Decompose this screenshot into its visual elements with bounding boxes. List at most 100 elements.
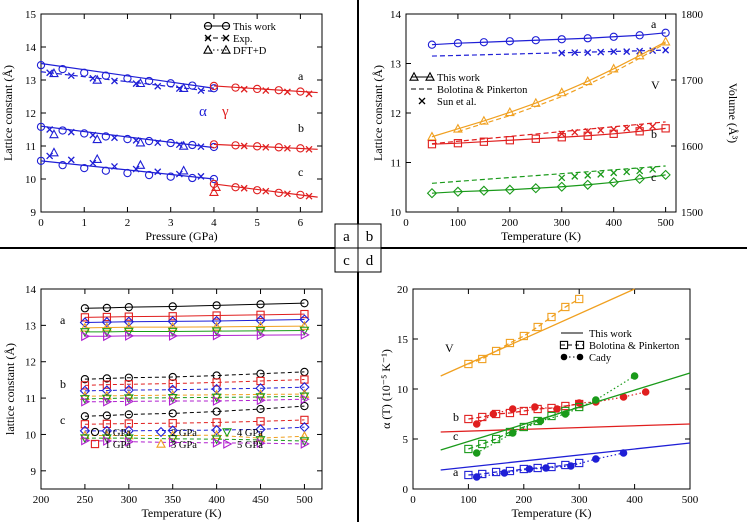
y-axis-label: lattice constant (Å): [3, 343, 17, 435]
series-line: [431, 32, 666, 46]
data-point-circle: [58, 126, 67, 135]
data-point-x: [240, 142, 248, 150]
data-point-x: [283, 88, 291, 96]
data-point-square: [300, 309, 309, 319]
x-tick-label: 200: [516, 494, 533, 506]
data-point-circle: [557, 35, 566, 44]
data-point-triangle: [556, 87, 567, 97]
data-point-x: [46, 126, 54, 133]
data-point-square: [505, 136, 514, 145]
data-point-square: [547, 411, 556, 421]
data-point-circle: [212, 301, 221, 310]
series-line: [431, 121, 666, 145]
data-point-circle: [124, 373, 133, 382]
data-point-x: [175, 85, 183, 93]
legend-marker: [203, 21, 213, 31]
data-point-tri_right: [125, 436, 135, 447]
data-point-triangle: [49, 129, 59, 139]
data-point-circle: [36, 156, 46, 165]
data-point-square: [491, 346, 501, 356]
plot-frame: [40, 13, 323, 213]
data-point-square: [464, 414, 473, 424]
data-point-square: [478, 439, 487, 449]
legend-marker: [203, 44, 213, 54]
x-tick-label: 1: [81, 217, 87, 229]
data-point-circle: [80, 412, 90, 421]
curve-label-a: a: [298, 69, 304, 83]
series-line-b: [84, 393, 305, 397]
data-point-triangle: [135, 159, 146, 169]
data-point-tri_right: [212, 437, 222, 448]
curve-label-a: a: [60, 313, 66, 327]
data-point-circle: [166, 172, 175, 181]
data-point-x: [571, 49, 579, 57]
curve-label-v: V: [445, 341, 454, 355]
data-point-square: [168, 379, 177, 388]
legend-marker: [409, 71, 419, 81]
data-point-circle: [80, 68, 89, 77]
data-point-square: [464, 470, 473, 480]
data-point-triangle: [135, 77, 146, 88]
series-line-b: [84, 386, 305, 392]
series-line: [440, 442, 691, 471]
x-tick-label: 400: [605, 217, 622, 229]
data-point-diamond: [634, 173, 645, 185]
data-point-circle: [300, 401, 309, 411]
series-line: [440, 288, 635, 377]
data-point-circle: [166, 138, 175, 148]
plot-frame: [40, 288, 323, 490]
series-line: [40, 62, 215, 89]
phase-label-alpha: α: [199, 104, 207, 120]
data-point-dot: [525, 465, 534, 473]
data-point-square: [478, 354, 487, 364]
data-point-triangle: [299, 430, 310, 441]
data-point-diamond: [167, 425, 178, 436]
data-point-x: [154, 139, 162, 147]
data-point-circle: [101, 132, 110, 141]
x-tick-label: 200: [33, 494, 50, 506]
data-point-square: [519, 331, 528, 341]
data-point-triangle: [211, 429, 222, 439]
y-tick-label: 12: [390, 108, 401, 120]
data-point-circle: [300, 299, 309, 308]
legend-marker: [222, 428, 232, 438]
data-point-circle: [274, 86, 283, 95]
data-point-dot: [508, 429, 517, 437]
data-point-x: [558, 130, 566, 138]
y-tick-label: 14: [25, 42, 37, 54]
series-line: [468, 462, 580, 476]
data-point-square: [491, 467, 501, 477]
data-point-x: [305, 192, 313, 200]
data-point-circle: [123, 134, 132, 144]
data-point-x: [623, 168, 631, 176]
x-tick-label: 0: [410, 494, 416, 506]
data-point-square: [464, 444, 473, 454]
data-point-x: [111, 134, 118, 142]
data-point-dot: [531, 403, 539, 411]
y-tick-label: 14: [390, 9, 402, 21]
data-point-square: [80, 381, 90, 390]
data-point-square: [80, 420, 90, 429]
data-point-diamond: [101, 316, 113, 328]
x-axis-label: Pressure (GPa): [145, 229, 217, 243]
data-point-circle: [231, 83, 240, 92]
data-point-x: [584, 127, 592, 135]
data-point-tri_down: [299, 437, 310, 447]
x-tick-label: 0: [403, 217, 409, 229]
data-point-circle: [102, 303, 112, 313]
data-point-x: [67, 156, 75, 164]
data-point-x: [558, 174, 566, 182]
panel-label-b: b: [366, 229, 374, 245]
series-line-a: [84, 325, 305, 329]
data-point-dot: [641, 388, 650, 396]
legend-marker: [223, 439, 233, 449]
data-point-x: [154, 82, 162, 90]
series-line-c: [84, 440, 305, 445]
data-point-x: [262, 87, 270, 95]
data-point-square: [212, 378, 221, 387]
data-point-tri_right: [256, 438, 266, 449]
data-point-x: [649, 122, 657, 130]
data-point-square: [491, 434, 501, 444]
legend-marker: [90, 427, 100, 437]
